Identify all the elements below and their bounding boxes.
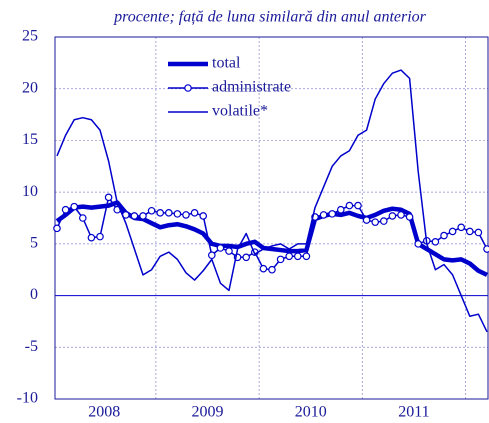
series-marker <box>474 228 483 237</box>
x-tick-label: 2011 <box>398 404 429 421</box>
y-tick-label: 15 <box>22 131 38 148</box>
series-marker <box>448 227 457 236</box>
series-marker <box>53 224 61 233</box>
series-marker <box>483 245 489 253</box>
series-marker <box>371 218 380 226</box>
series-marker <box>362 216 371 224</box>
series-marker <box>268 265 276 274</box>
x-tick-label: 2008 <box>88 404 120 421</box>
y-tick-label: -10 <box>17 390 38 407</box>
series-marker <box>190 209 199 217</box>
series-marker <box>457 223 466 232</box>
series-marker <box>139 212 147 220</box>
plot-frame <box>54 36 489 400</box>
series-marker <box>354 201 362 210</box>
series-marker <box>345 201 354 210</box>
series-marker <box>414 240 423 248</box>
series-marker <box>302 252 311 261</box>
legend-label: volatile* <box>212 103 268 120</box>
series-marker <box>328 210 337 218</box>
legend-marker <box>184 84 192 92</box>
series-marker <box>87 233 96 242</box>
legend-label: administrate <box>212 79 291 96</box>
legend-label: total <box>212 55 241 72</box>
series-marker <box>293 252 302 261</box>
series-marker <box>405 213 414 221</box>
x-tick-label: 2009 <box>192 404 224 421</box>
y-tick-label: 5 <box>30 235 38 252</box>
series-marker <box>165 209 173 217</box>
series-marker <box>147 206 156 215</box>
series-marker <box>336 205 345 214</box>
series-marker <box>431 237 440 246</box>
series-marker <box>319 211 328 219</box>
series-marker <box>173 210 182 218</box>
series-marker <box>130 212 139 220</box>
x-tick-label: 2010 <box>295 404 327 421</box>
series-marker <box>199 212 208 220</box>
series-marker <box>104 193 113 202</box>
series-marker <box>208 251 216 260</box>
series-marker <box>465 227 474 236</box>
series-marker <box>397 211 405 219</box>
series-marker <box>182 211 190 219</box>
series-marker <box>276 255 285 264</box>
series-marker <box>440 231 448 240</box>
chart-title: procente; față de luna similară din anul… <box>113 9 427 26</box>
series-marker <box>156 209 165 217</box>
series-line <box>56 69 488 333</box>
series-marker <box>225 247 233 255</box>
y-tick-label: 20 <box>22 79 38 96</box>
y-tick-label: 0 <box>30 286 38 303</box>
series-marker <box>61 205 70 214</box>
y-tick-label: -5 <box>25 338 38 355</box>
y-tick-label: 25 <box>22 28 38 45</box>
y-tick-label: 10 <box>22 183 38 200</box>
series-marker <box>259 264 268 273</box>
series-marker <box>388 212 397 220</box>
series-marker <box>285 252 294 261</box>
series-marker <box>70 202 79 211</box>
series-marker <box>96 232 104 241</box>
series-marker <box>79 214 87 222</box>
series-marker <box>216 244 225 252</box>
series-marker <box>242 253 251 262</box>
series-marker <box>379 217 388 225</box>
